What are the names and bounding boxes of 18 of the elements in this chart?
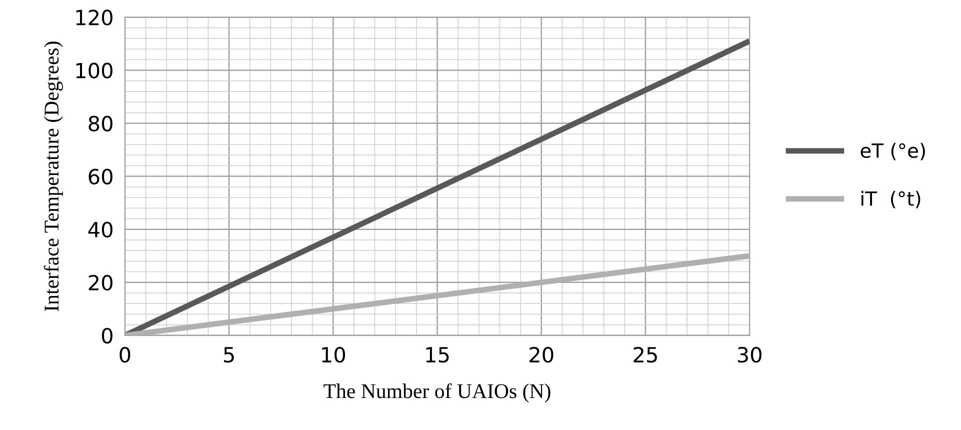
y-tick-label: 40 [88, 222, 112, 238]
legend-label: iT (°t) [862, 190, 920, 208]
y-tick-label: 120 [76, 10, 112, 26]
y-axis-title: Interface Temperature (Degrees) [44, 42, 63, 312]
y-tick-label: 0 [102, 328, 112, 344]
x-tick-label: 20 [530, 346, 554, 363]
legend-label: eT (°e) [860, 142, 925, 160]
y-tick-label: 20 [88, 274, 112, 291]
x-tick-label: 10 [322, 346, 346, 363]
x-tick-label: 30 [738, 346, 762, 363]
x-tick-label: 0 [120, 346, 130, 363]
x-tick-label: 15 [426, 347, 449, 363]
y-tick-label: 80 [88, 116, 112, 132]
y-tick-label: 60 [88, 168, 112, 185]
y-tick-label: 100 [76, 62, 112, 78]
x-tick-label: 5 [224, 347, 234, 363]
x-tick-label: 25 [634, 346, 657, 363]
x-axis-title: The Number of UAIOs (N) [324, 383, 550, 402]
